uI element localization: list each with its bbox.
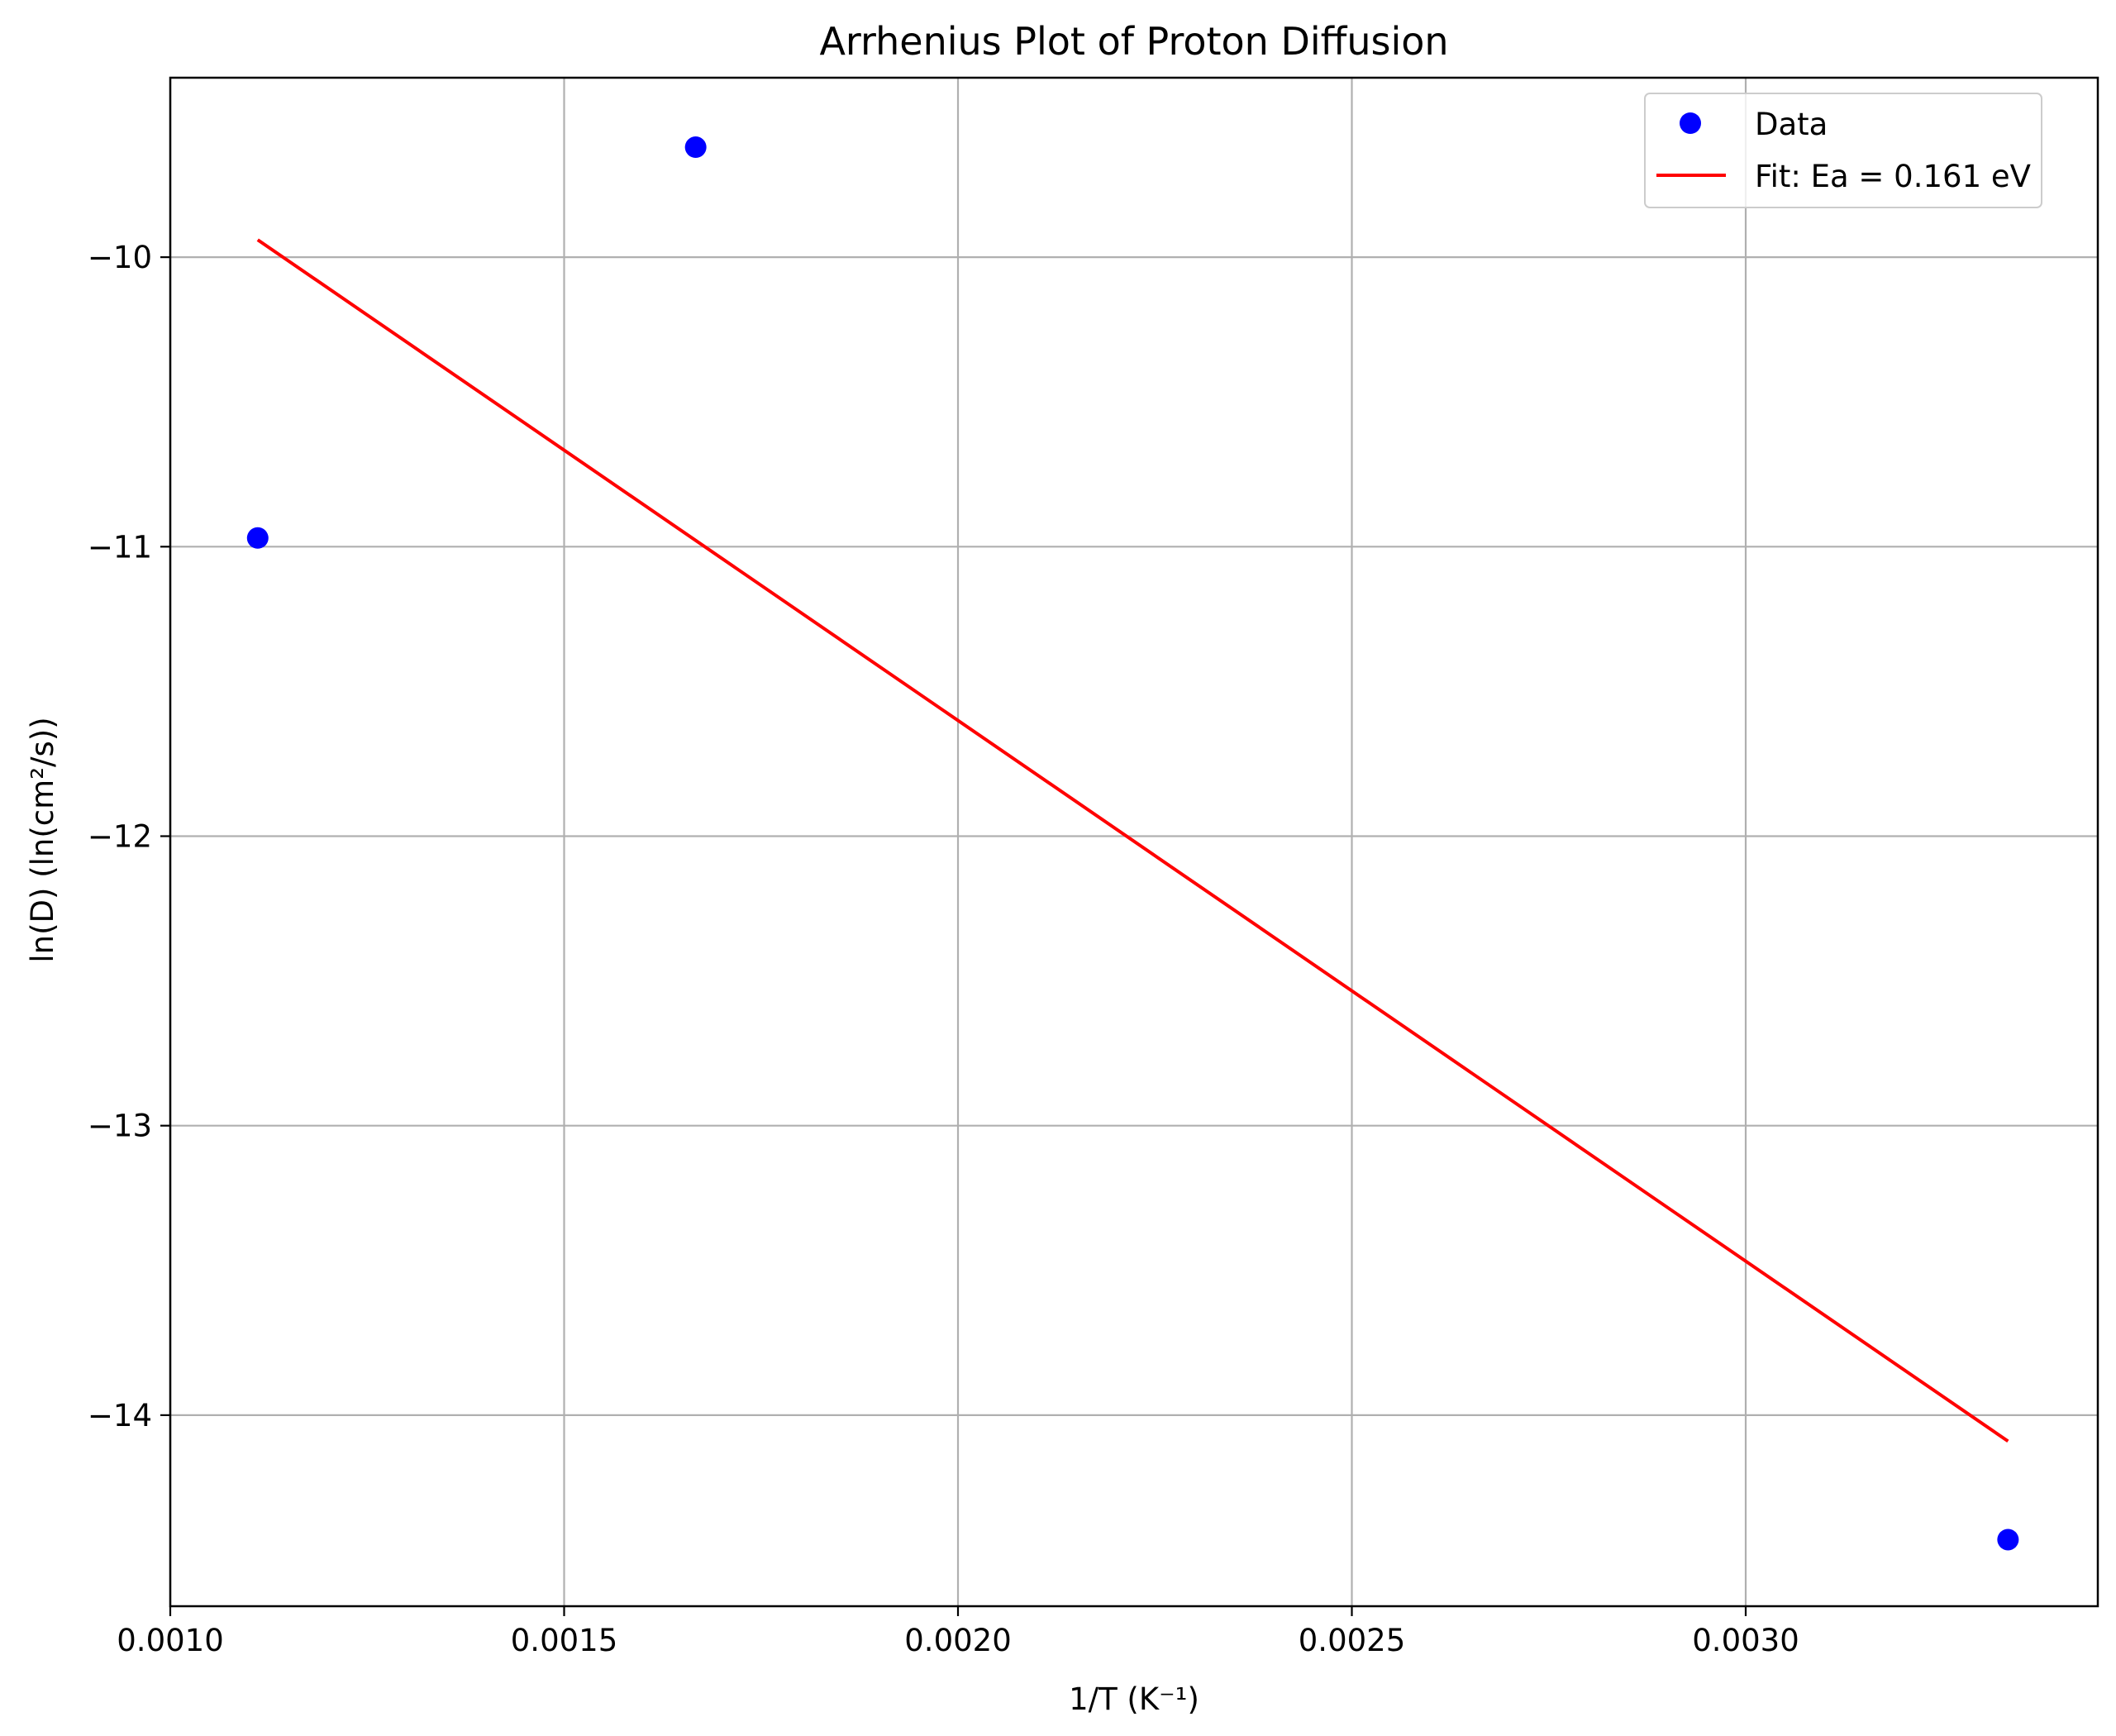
data-point xyxy=(1997,1529,2019,1551)
legend: Data Fit: Ea = 0.161 eV xyxy=(1644,93,2042,208)
y-tick-label: −14 xyxy=(88,1398,152,1433)
x-tick-label: 0.0015 xyxy=(511,1623,617,1658)
legend-data-label: Data xyxy=(1755,107,1828,142)
y-tick-label: −13 xyxy=(88,1109,152,1144)
legend-fit-label: Fit: Ea = 0.161 eV xyxy=(1755,159,2031,194)
legend-data-marker xyxy=(1680,112,1701,134)
y-tick-label: −10 xyxy=(88,240,152,275)
legend-box xyxy=(1644,93,2042,208)
x-tick-label: 0.0030 xyxy=(1692,1623,1799,1658)
fit-line-layer xyxy=(256,238,2009,1443)
fit-line xyxy=(256,238,2009,1443)
x-tick-label: 0.0020 xyxy=(904,1623,1011,1658)
x-tick-label: 0.0025 xyxy=(1299,1623,1405,1658)
x-axis-label: 1/T (K⁻¹) xyxy=(1069,1681,1199,1717)
x-tick-label: 0.0010 xyxy=(117,1623,223,1658)
y-tick-label: −11 xyxy=(88,529,152,565)
y-axis-ticks: −14 −13 −12 −11 −10 xyxy=(88,240,170,1433)
x-axis-ticks: 0.0010 0.0015 0.0020 0.0025 0.0030 xyxy=(117,1606,1799,1658)
y-tick-label: −12 xyxy=(88,818,152,854)
plot-frame xyxy=(169,76,2099,1608)
data-point xyxy=(246,527,269,549)
chart-title: Arrhenius Plot of Proton Diffusion xyxy=(819,19,1448,64)
data-points-layer xyxy=(246,136,2019,1551)
data-point xyxy=(684,136,707,159)
grid-lines xyxy=(169,78,2098,1606)
y-axis-label: ln(D) (ln(cm²/s)) xyxy=(25,717,60,962)
